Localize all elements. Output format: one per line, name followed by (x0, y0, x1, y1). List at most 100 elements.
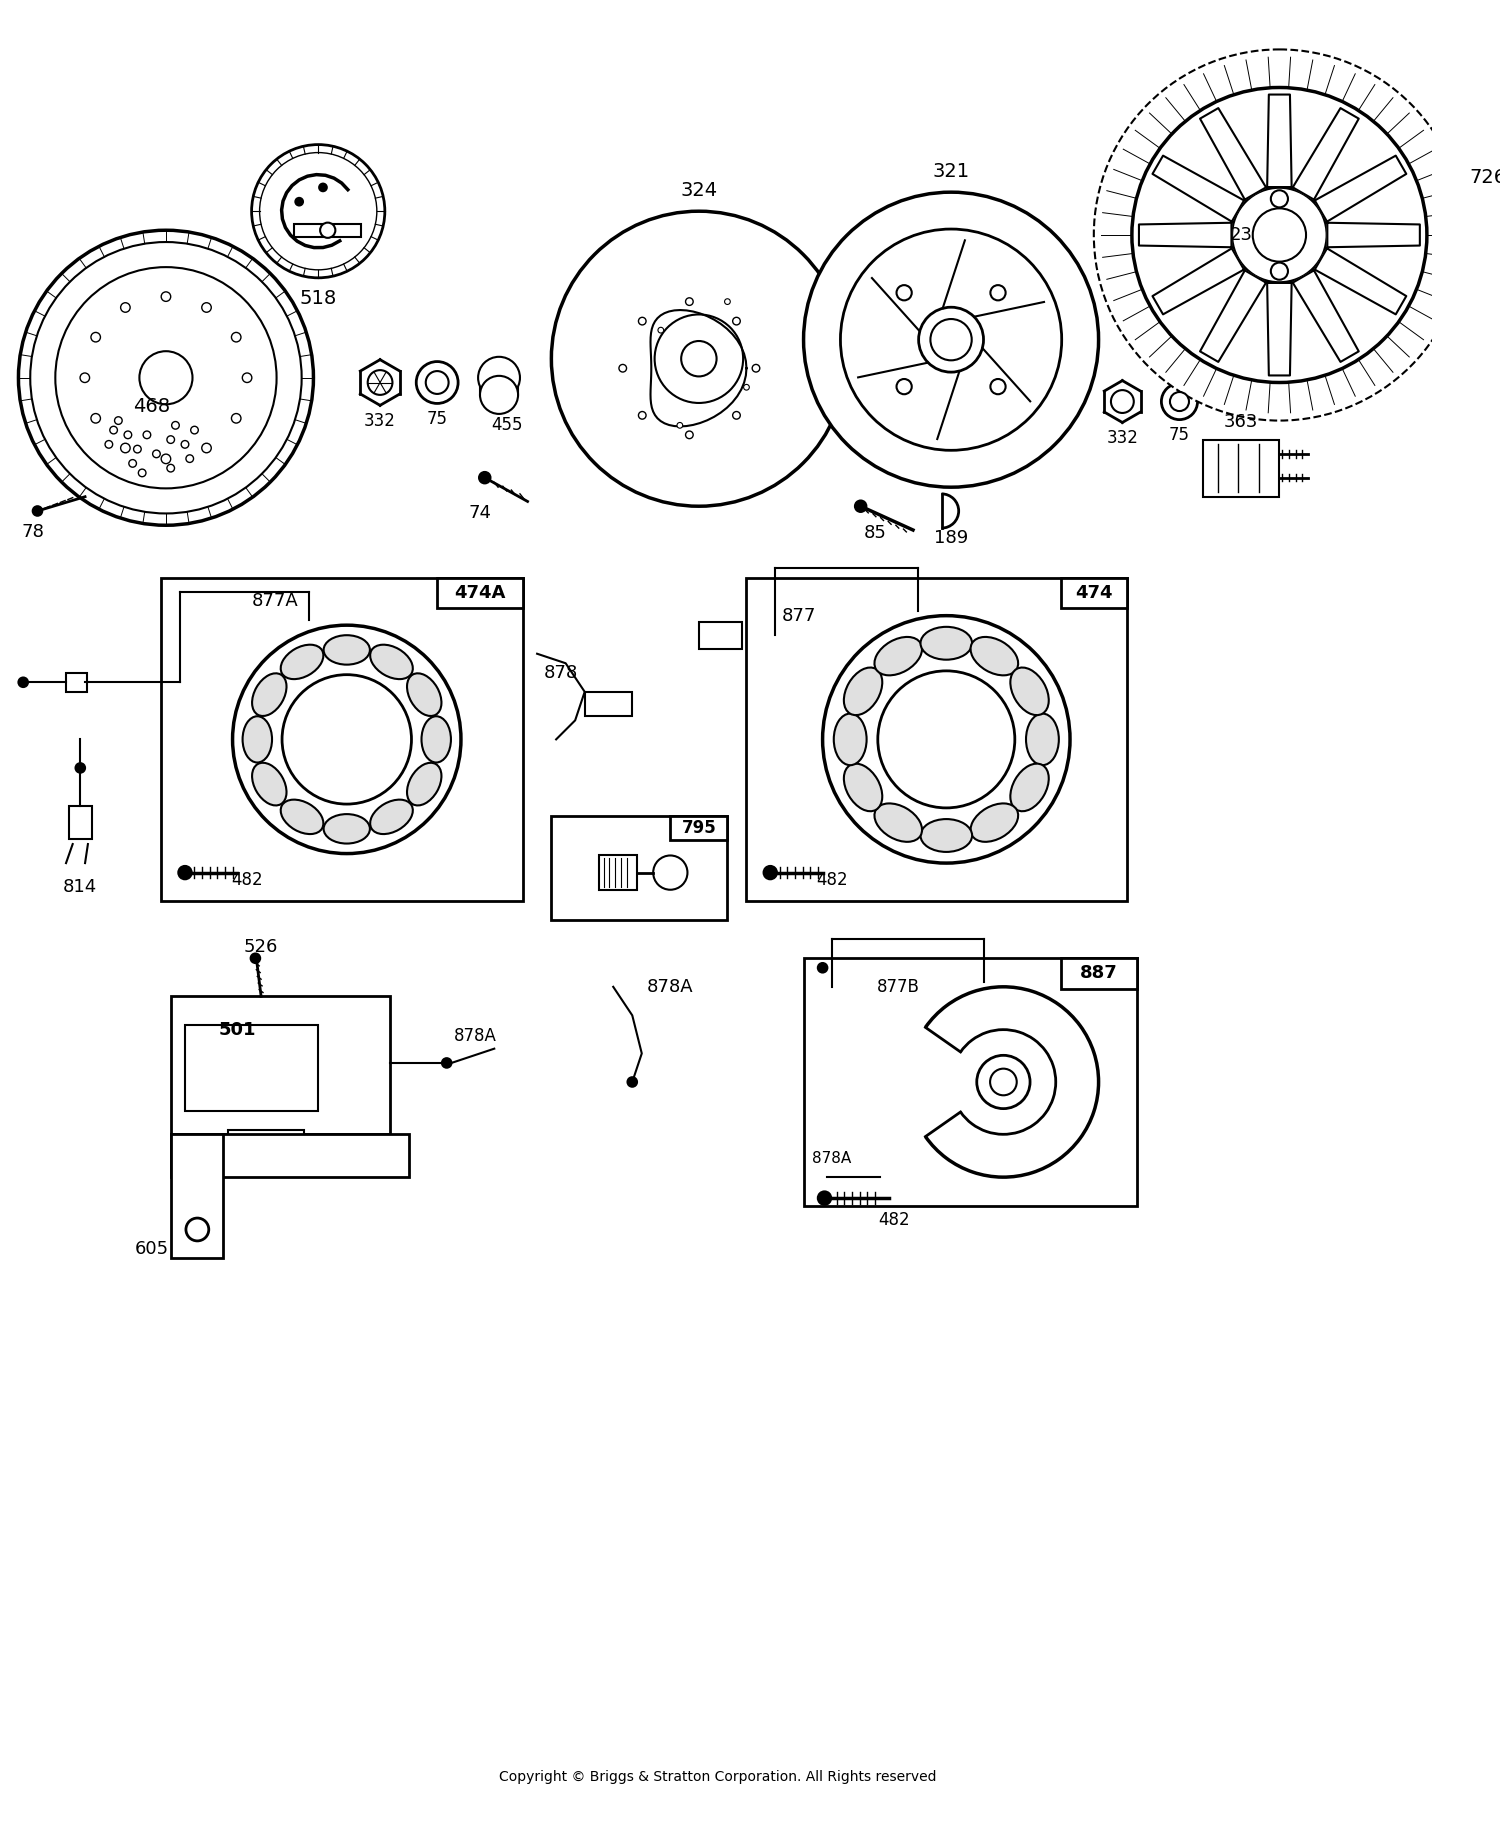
Bar (804, 959, 1137, 1205)
Circle shape (33, 506, 42, 516)
Circle shape (552, 211, 846, 506)
Bar (171, 1135, 408, 1177)
Ellipse shape (370, 645, 413, 678)
Polygon shape (1268, 283, 1292, 375)
Circle shape (186, 1218, 209, 1240)
Circle shape (92, 414, 100, 423)
Circle shape (897, 285, 912, 301)
Circle shape (105, 440, 112, 449)
Circle shape (142, 431, 150, 438)
Circle shape (1252, 209, 1306, 262)
Circle shape (840, 229, 1062, 451)
Polygon shape (1293, 270, 1359, 362)
Circle shape (478, 471, 490, 484)
Circle shape (202, 303, 211, 312)
Circle shape (138, 469, 146, 477)
Circle shape (676, 423, 682, 429)
Ellipse shape (844, 763, 882, 811)
Circle shape (134, 445, 141, 453)
Circle shape (232, 625, 460, 854)
Circle shape (1132, 87, 1426, 383)
Text: 887: 887 (1080, 965, 1118, 983)
Bar (1203, 440, 1280, 497)
Circle shape (75, 763, 86, 772)
Bar (184, 1026, 318, 1111)
Text: 795: 795 (681, 819, 717, 837)
Text: 324: 324 (681, 181, 717, 200)
Circle shape (732, 412, 741, 419)
Polygon shape (1138, 224, 1232, 248)
Circle shape (124, 431, 132, 438)
Circle shape (160, 455, 171, 464)
Text: 878A: 878A (646, 978, 693, 996)
Text: 23: 23 (1230, 225, 1252, 244)
Circle shape (620, 364, 627, 371)
Bar (436, 578, 524, 608)
Circle shape (990, 379, 1005, 394)
Polygon shape (1316, 248, 1407, 314)
Circle shape (681, 342, 717, 377)
Ellipse shape (252, 673, 286, 715)
Bar (1060, 959, 1137, 989)
Text: 332: 332 (364, 412, 396, 429)
Text: 189: 189 (934, 529, 968, 547)
Bar (228, 1129, 304, 1153)
Ellipse shape (280, 800, 324, 833)
Text: 526: 526 (244, 937, 279, 955)
Ellipse shape (1026, 713, 1059, 765)
Ellipse shape (324, 815, 370, 843)
Circle shape (1094, 50, 1466, 421)
Circle shape (166, 464, 174, 471)
Bar (69, 806, 92, 839)
Circle shape (178, 867, 192, 880)
Circle shape (190, 427, 198, 434)
Circle shape (92, 333, 100, 342)
Ellipse shape (834, 713, 867, 765)
Circle shape (480, 375, 518, 414)
Circle shape (639, 412, 646, 419)
Circle shape (976, 1055, 1030, 1109)
Circle shape (686, 431, 693, 438)
Circle shape (80, 373, 90, 383)
Circle shape (18, 678, 28, 687)
Circle shape (282, 675, 411, 804)
Circle shape (897, 379, 912, 394)
Bar (747, 578, 1126, 902)
Ellipse shape (243, 717, 272, 763)
Circle shape (114, 418, 122, 425)
Circle shape (320, 222, 336, 238)
Ellipse shape (324, 636, 370, 665)
Circle shape (153, 451, 160, 458)
Circle shape (654, 314, 742, 403)
Circle shape (140, 351, 192, 405)
Text: 518: 518 (300, 290, 338, 309)
Circle shape (442, 1059, 452, 1068)
Polygon shape (1200, 270, 1266, 362)
Circle shape (166, 436, 174, 444)
Circle shape (231, 414, 242, 423)
Text: 726: 726 (1470, 168, 1500, 187)
Circle shape (1270, 262, 1288, 279)
Circle shape (252, 144, 386, 277)
Bar (598, 856, 638, 889)
Circle shape (627, 1077, 638, 1087)
Ellipse shape (970, 638, 1018, 675)
Circle shape (1232, 187, 1328, 283)
Circle shape (296, 198, 303, 205)
Text: 605: 605 (135, 1240, 168, 1257)
Text: 74: 74 (468, 505, 492, 521)
Polygon shape (1328, 224, 1420, 248)
Circle shape (18, 231, 313, 525)
Circle shape (732, 318, 741, 325)
Circle shape (990, 1068, 1017, 1096)
Circle shape (171, 421, 180, 429)
Circle shape (243, 373, 252, 383)
Circle shape (251, 954, 260, 963)
Circle shape (744, 384, 750, 390)
Circle shape (202, 444, 211, 453)
Text: 363: 363 (1224, 414, 1258, 431)
Circle shape (764, 867, 777, 880)
Circle shape (918, 307, 984, 371)
Bar (160, 578, 524, 902)
Circle shape (56, 268, 276, 488)
